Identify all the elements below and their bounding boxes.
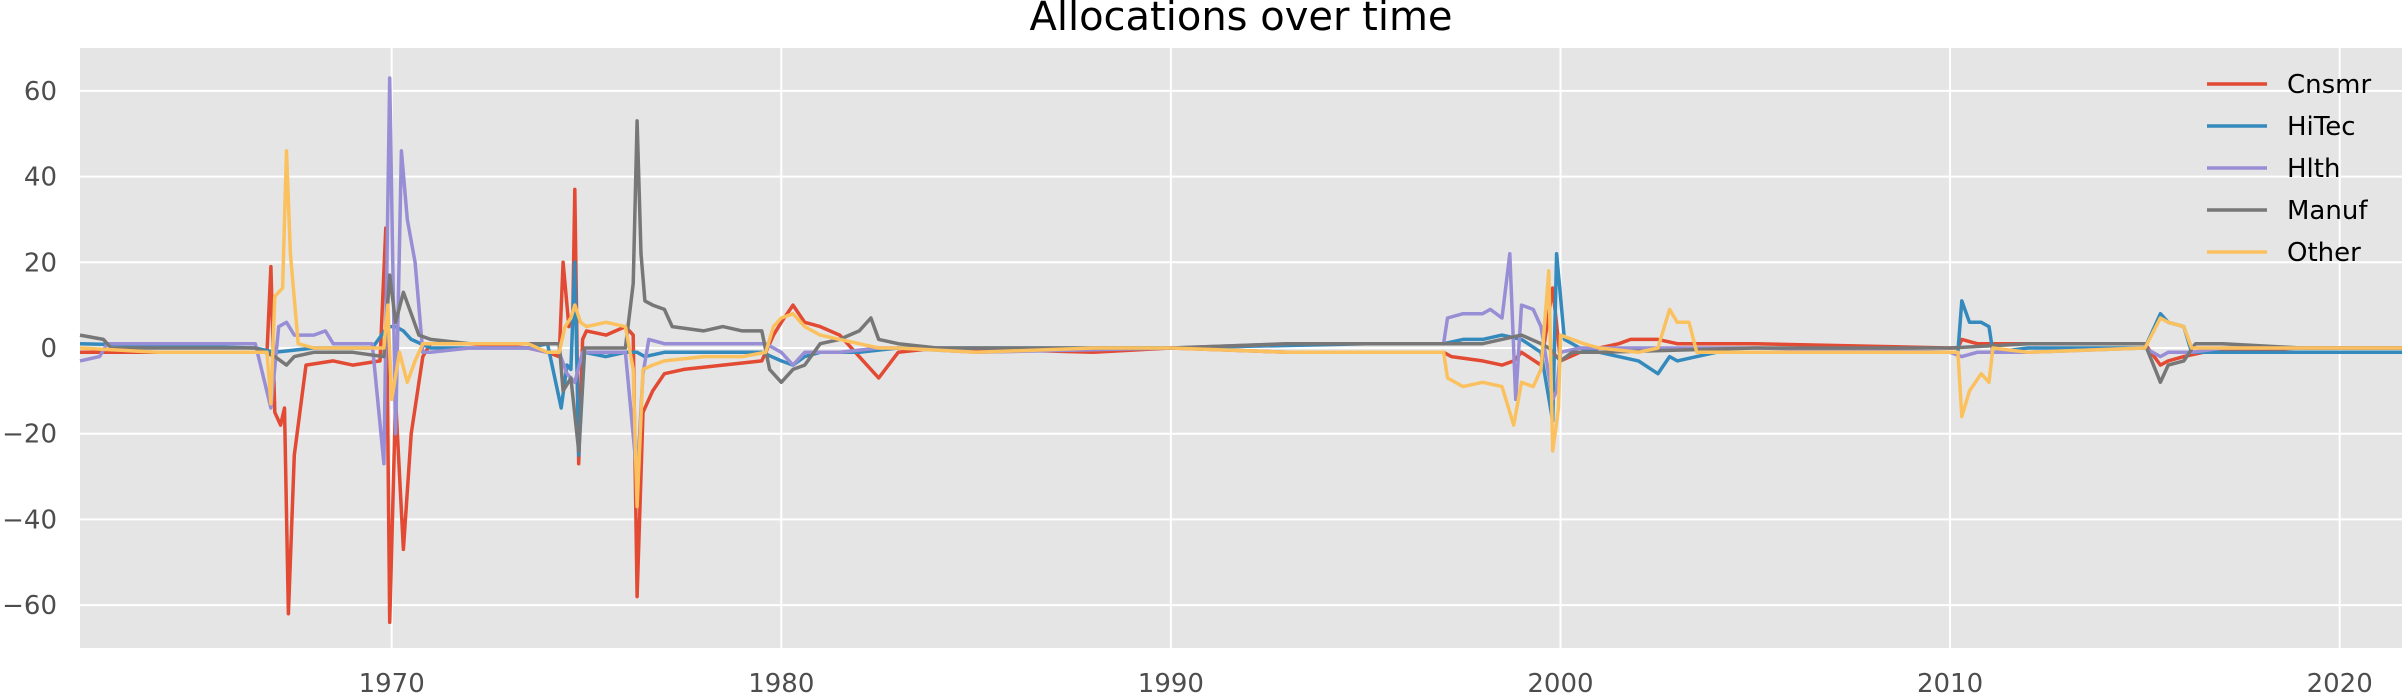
legend: Cnsmr HiTec Hlth Manuf Other — [2207, 70, 2372, 268]
legend-label: Cnsmr — [2287, 70, 2372, 100]
series-line-other — [79, 149, 2402, 509]
y-tick-label: 20 — [24, 248, 57, 278]
y-tick-label: −60 — [2, 591, 57, 621]
x-tick-label: 1980 — [748, 669, 814, 699]
series-line-manuf — [79, 119, 2402, 453]
legend-label: Manuf — [2287, 196, 2368, 226]
x-tick-label: 2020 — [2307, 669, 2373, 699]
legend-label: Hlth — [2287, 154, 2340, 184]
y-tick-label: 60 — [24, 77, 57, 107]
y-tick-label: −20 — [2, 420, 57, 450]
x-tick-label: 1990 — [1138, 669, 1204, 699]
x-tick-label: 2010 — [1917, 669, 1983, 699]
legend-label: HiTec — [2287, 112, 2356, 142]
series-line-hlth — [79, 76, 2402, 479]
series-line-cnsmr — [80, 187, 2402, 625]
y-tick-label: −40 — [2, 505, 57, 535]
x-tick-label: 1970 — [359, 669, 425, 699]
series-lines — [79, 76, 2402, 625]
y-tick-label: 40 — [24, 163, 57, 193]
y-tick-label: 0 — [40, 334, 57, 364]
x-tick-labels: 1970 1980 1990 2000 2010 2020 — [359, 669, 2373, 699]
chart-title: Allocations over time — [1029, 0, 1452, 40]
x-tick-label: 2000 — [1527, 669, 1593, 699]
y-tick-labels: 60 40 20 0 −20 −40 −60 — [2, 77, 57, 621]
legend-label: Other — [2287, 238, 2361, 268]
